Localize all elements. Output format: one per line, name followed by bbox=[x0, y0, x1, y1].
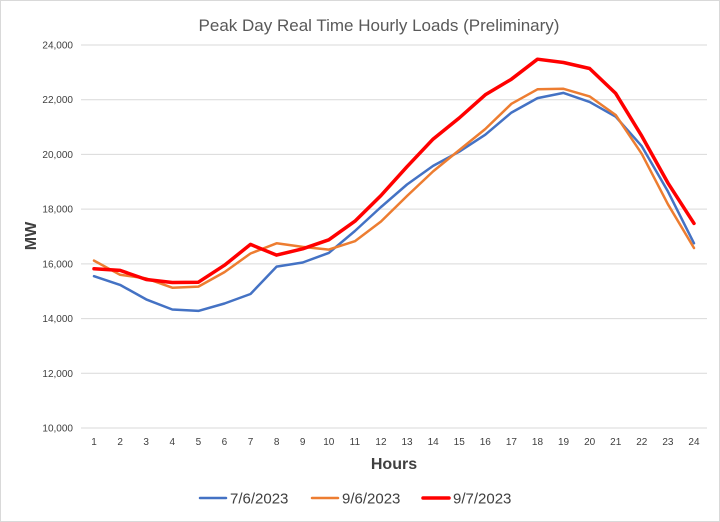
y-tick-label: 20,000 bbox=[42, 150, 73, 161]
y-tick-label: 16,000 bbox=[42, 259, 73, 270]
x-tick-label: 23 bbox=[662, 437, 674, 448]
x-tick-label: 15 bbox=[454, 437, 466, 448]
x-tick-label: 8 bbox=[274, 437, 280, 448]
x-tick-label: 11 bbox=[350, 437, 361, 448]
y-axis-ticks: 10,000 12,000 14,000 16,000 18,000 20,000 22,0… bbox=[42, 41, 73, 435]
y-tick-label: 14,000 bbox=[42, 314, 73, 325]
x-tick-label: 5 bbox=[196, 437, 202, 448]
x-tick-label: 22 bbox=[636, 437, 648, 448]
y-tick-label: 10,000 bbox=[42, 424, 73, 435]
x-tick-label: 13 bbox=[401, 437, 413, 448]
x-tick-label: 4 bbox=[170, 437, 176, 448]
legend-label: 9/7/2023 bbox=[453, 491, 511, 508]
x-tick-label: 2 bbox=[117, 437, 123, 448]
x-tick-label: 6 bbox=[222, 437, 228, 448]
x-tick-label: 18 bbox=[532, 437, 544, 448]
x-tick-label: 1 bbox=[91, 437, 97, 448]
y-axis-title: MW bbox=[23, 221, 40, 250]
x-tick-label: 21 bbox=[610, 437, 622, 448]
gridlines bbox=[81, 44, 707, 429]
x-axis-title: Hours bbox=[371, 456, 417, 473]
x-tick-label: 14 bbox=[428, 437, 440, 448]
x-tick-label: 24 bbox=[688, 437, 700, 448]
x-axis-ticks: 1 2 3 4 5 6 7 8 9 10 11 12 13 14 15 16 17 18 19 20 21 22 23 24 bbox=[91, 437, 700, 448]
y-tick-label: 12,000 bbox=[42, 369, 73, 380]
x-tick-label: 9 bbox=[300, 437, 306, 448]
x-tick-label: 16 bbox=[480, 437, 492, 448]
legend-label: 9/6/2023 bbox=[342, 491, 400, 508]
series-line-2 bbox=[92, 87, 696, 289]
series-line-3 bbox=[92, 57, 696, 285]
legend-label: 7/6/2023 bbox=[230, 491, 288, 508]
y-tick-label: 24,000 bbox=[42, 41, 73, 52]
chart-title: Peak Day Real Time Hourly Loads (Prelimi… bbox=[199, 16, 560, 35]
x-tick-label: 12 bbox=[375, 437, 387, 448]
y-tick-label: 18,000 bbox=[42, 205, 73, 216]
series-lines bbox=[92, 57, 696, 313]
y-tick-label: 22,000 bbox=[42, 95, 73, 106]
x-tick-label: 3 bbox=[143, 437, 149, 448]
legend: 7/6/2023 9/6/2023 9/7/2023 bbox=[198, 491, 511, 508]
x-tick-label: 20 bbox=[584, 437, 596, 448]
x-tick-label: 17 bbox=[506, 437, 518, 448]
series-line-1 bbox=[92, 91, 696, 313]
x-tick-label: 7 bbox=[248, 437, 254, 448]
x-tick-label: 19 bbox=[558, 437, 570, 448]
x-tick-label: 10 bbox=[323, 437, 335, 448]
